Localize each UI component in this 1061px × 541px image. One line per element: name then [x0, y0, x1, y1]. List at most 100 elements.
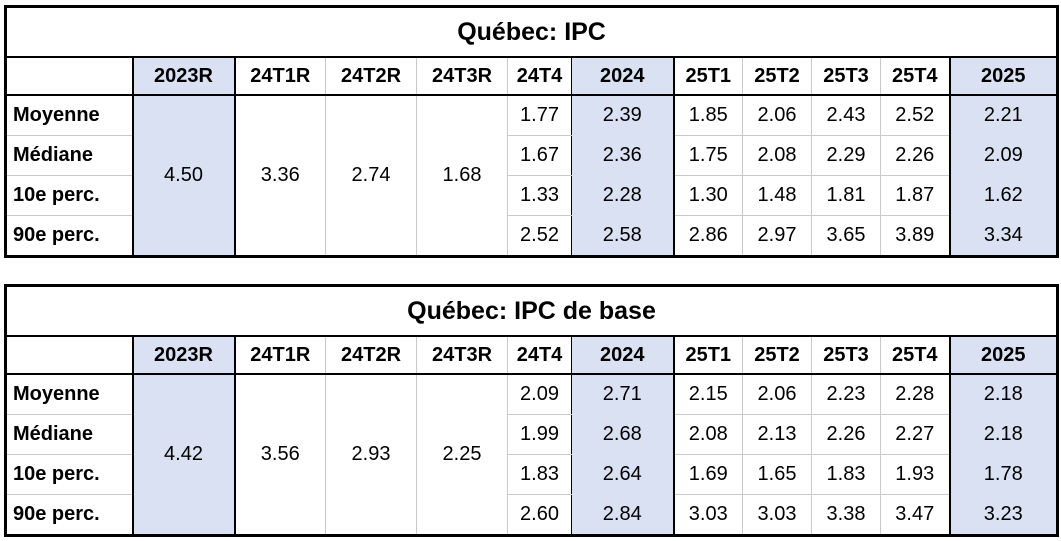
col-header-25t2: 25T2 [742, 335, 812, 375]
cell-2024: 2.39 [571, 94, 675, 136]
col-header-2024: 2024 [571, 56, 675, 96]
title-row: Québec: IPC de base [4, 285, 1059, 337]
col-header-24t4: 24T4 [507, 335, 572, 375]
col-header-25t4: 25T4 [880, 56, 950, 96]
cell-25t1: 2.15 [673, 373, 743, 415]
cell-25t2: 1.65 [742, 454, 812, 495]
cell-25t3: 3.65 [811, 215, 881, 257]
cell-25t3: 1.83 [811, 454, 881, 495]
cell-25t4: 2.52 [880, 94, 950, 136]
cell-25t3: 2.43 [811, 94, 881, 136]
cell-25t4: 2.27 [880, 414, 950, 455]
cell-25t1: 1.30 [673, 175, 743, 216]
col-header-25t2: 25T2 [742, 56, 812, 96]
row-label: 10e perc. [5, 454, 134, 495]
row-label: 90e perc. [5, 494, 134, 536]
col-header-24t3r: 24T3R [416, 335, 508, 375]
header-row: 2023R 24T1R 24T2R 24T3R 24T4 2024 25T1 2… [5, 335, 1059, 375]
merged-cell-24t3r: 1.68 [416, 94, 508, 257]
col-header-24t2r: 24T2R [325, 335, 417, 375]
merged-cell-2023r: 4.50 [131, 94, 236, 257]
cell-2025: 2.18 [948, 373, 1059, 415]
cell-25t1: 1.85 [673, 94, 743, 136]
cell-24t4: 1.33 [507, 175, 572, 216]
col-header-2025: 2025 [948, 335, 1059, 375]
cell-2024: 2.71 [571, 373, 675, 415]
cell-2025: 1.62 [948, 175, 1059, 216]
cell-2025: 3.23 [948, 494, 1059, 536]
row-label: Médiane [5, 414, 134, 455]
cell-25t1: 2.08 [673, 414, 743, 455]
cell-24t4: 1.67 [507, 135, 572, 176]
cell-25t4: 3.89 [880, 215, 950, 257]
corner-cell [5, 56, 133, 96]
cell-25t1: 1.75 [673, 135, 743, 176]
table-quebec-ipc: Québec: IPC 2023R 24T1R 24T2R 24T3R 24T4… [4, 5, 1060, 258]
row-label: 90e perc. [5, 215, 134, 257]
cell-25t3: 2.23 [811, 373, 881, 415]
col-header-2023r: 2023R [131, 56, 236, 96]
cell-24t4: 1.83 [507, 454, 572, 495]
cell-25t2: 3.03 [742, 494, 812, 536]
cell-25t1: 3.03 [673, 494, 743, 536]
cell-24t4: 1.99 [507, 414, 572, 455]
merged-cell-2023r: 4.42 [131, 373, 236, 536]
title-row: Québec: IPC [4, 6, 1059, 58]
cell-25t1: 2.86 [673, 215, 743, 257]
cell-25t2: 2.97 [742, 215, 812, 257]
cell-25t2: 2.06 [742, 94, 812, 136]
cell-2025: 1.78 [948, 454, 1059, 495]
col-header-25t1: 25T1 [673, 56, 743, 96]
header-row: 2023R 24T1R 24T2R 24T3R 24T4 2024 25T1 2… [5, 56, 1059, 96]
table-row: Médiane 1.67 2.36 1.75 2.08 2.29 2.26 2.… [5, 135, 1059, 176]
corner-cell [5, 335, 133, 375]
merged-cell-24t2r: 2.93 [325, 373, 417, 536]
cell-2024: 2.64 [571, 454, 675, 495]
cell-2024: 2.68 [571, 414, 675, 455]
cell-25t4: 2.26 [880, 135, 950, 176]
merged-cell-24t1r: 3.56 [234, 373, 326, 536]
cell-25t3: 3.38 [811, 494, 881, 536]
row-label: 10e perc. [5, 175, 134, 216]
col-header-24t4: 24T4 [507, 56, 572, 96]
cell-25t2: 2.13 [742, 414, 812, 455]
cell-2024: 2.84 [571, 494, 675, 536]
col-header-24t2r: 24T2R [325, 56, 417, 96]
col-header-25t3: 25T3 [811, 335, 881, 375]
table-row: Moyenne 4.42 3.56 2.93 2.25 2.09 2.71 2.… [5, 373, 1059, 536]
cell-24t4: 1.77 [507, 94, 572, 136]
cell-25t4: 1.87 [880, 175, 950, 216]
cell-25t1: 1.69 [673, 454, 743, 495]
col-header-24t3r: 24T3R [416, 56, 508, 96]
merged-cell-24t2r: 2.74 [325, 94, 417, 257]
col-header-2025: 2025 [948, 56, 1059, 96]
cell-2025: 3.34 [948, 215, 1059, 257]
col-header-24t1r: 24T1R [234, 335, 326, 375]
cell-25t4: 1.93 [880, 454, 950, 495]
col-header-25t1: 25T1 [673, 335, 743, 375]
col-header-25t3: 25T3 [811, 56, 881, 96]
table-title: Québec: IPC [4, 6, 1059, 58]
col-header-2024: 2024 [571, 335, 675, 375]
cell-24t4: 2.52 [507, 215, 572, 257]
table-row: 90e perc. 2.52 2.58 2.86 2.97 3.65 3.89 … [5, 215, 1059, 257]
table-row: 10e perc. 1.33 2.28 1.30 1.48 1.81 1.87 … [5, 175, 1059, 216]
cell-24t4: 2.60 [507, 494, 572, 536]
cell-25t3: 2.26 [811, 414, 881, 455]
cell-25t3: 2.29 [811, 135, 881, 176]
cell-2024: 2.58 [571, 215, 675, 257]
cell-2025: 2.18 [948, 414, 1059, 455]
cell-25t3: 1.81 [811, 175, 881, 216]
cell-2024: 2.28 [571, 175, 675, 216]
cell-25t4: 2.28 [880, 373, 950, 415]
col-header-2023r: 2023R [131, 335, 236, 375]
col-header-24t1r: 24T1R [234, 56, 326, 96]
cell-2025: 2.09 [948, 135, 1059, 176]
cell-25t2: 2.06 [742, 373, 812, 415]
col-header-25t4: 25T4 [880, 335, 950, 375]
cell-2025: 2.21 [948, 94, 1059, 136]
cell-24t4: 2.09 [507, 373, 572, 415]
cell-25t4: 3.47 [880, 494, 950, 536]
row-label: Moyenne [5, 94, 134, 136]
table-row: Moyenne 4.50 3.36 2.74 1.68 1.77 2.39 1.… [5, 94, 1059, 257]
